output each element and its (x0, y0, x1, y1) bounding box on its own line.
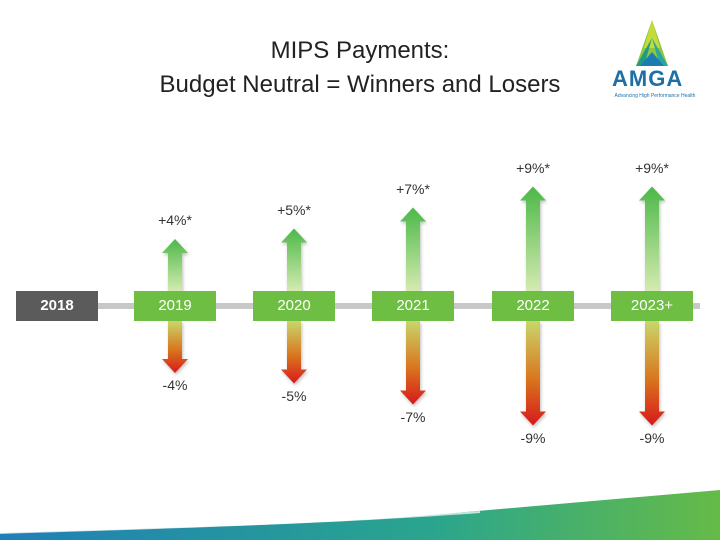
title-line-2: Budget Neutral = Winners and Losers (159, 71, 561, 98)
negative-adjustment-label: -5% (281, 387, 307, 404)
negative-adjustment-label: -4% (162, 377, 188, 393)
year-box-2020: 2020 (253, 291, 335, 321)
positive-adjustment-arrow (400, 207, 426, 291)
positive-adjustment-label: +4%* (158, 212, 192, 228)
positive-adjustment-arrow (162, 239, 188, 291)
positive-adjustment-arrow (520, 186, 546, 291)
positive-adjustment-label: +9%* (516, 159, 550, 176)
positive-adjustment-arrow (639, 186, 665, 291)
positive-adjustment-arrow (281, 228, 307, 291)
title-line-1: MIPS Payments: (270, 37, 450, 64)
negative-adjustment-arrow (639, 321, 665, 426)
amga-mountain-icon (636, 20, 668, 66)
positive-adjustment-label: +7%* (396, 180, 430, 197)
year-box-2018: 2018 (16, 291, 98, 321)
negative-adjustment-arrow (162, 321, 188, 373)
year-box-2021: 2021 (372, 291, 454, 321)
negative-adjustment-arrow (281, 321, 307, 384)
decorative-footer-band (0, 490, 720, 540)
positive-adjustment-label: +5%* (277, 201, 311, 218)
year-box-2019: 2019 (134, 291, 216, 321)
positive-adjustment-label: +9%* (635, 159, 669, 176)
negative-adjustment-label: -7% (400, 408, 426, 425)
negative-adjustment-label: -9% (520, 429, 546, 446)
negative-adjustment-arrow (400, 321, 426, 405)
logo-tagline: Advancing High Performance Health (614, 93, 696, 99)
logo-wordmark: AMGA (612, 66, 684, 91)
year-box-2023-plus: 2023+ (611, 291, 693, 321)
negative-adjustment-arrow (520, 321, 546, 426)
year-box-2022: 2022 (492, 291, 574, 321)
negative-adjustment-label: -9% (639, 429, 665, 446)
